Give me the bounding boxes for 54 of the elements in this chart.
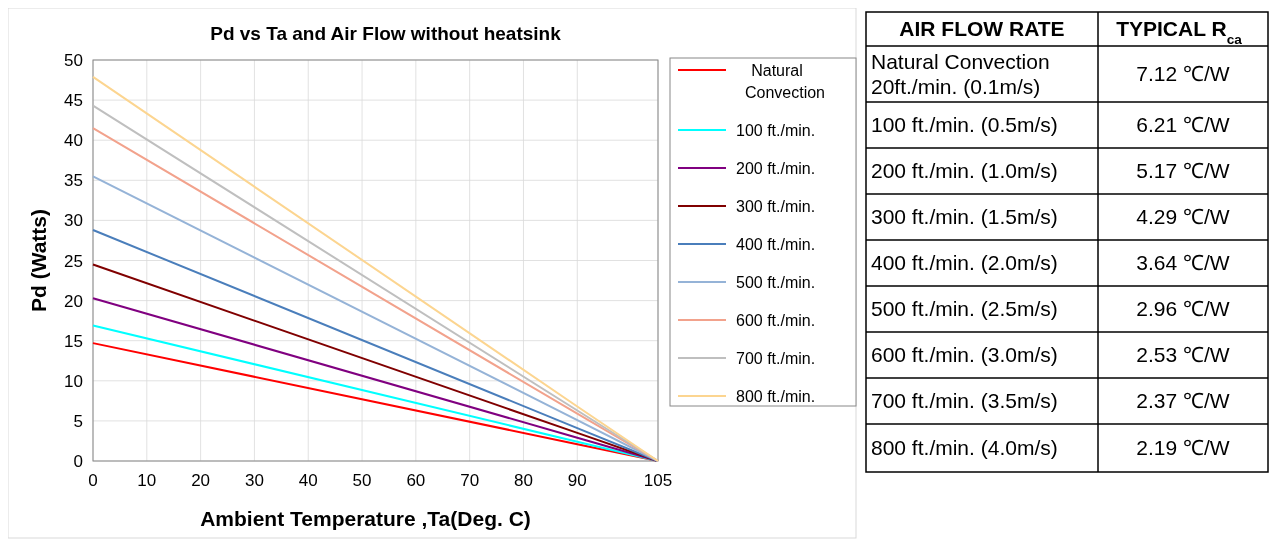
- legend-label: 500 ft./min.: [736, 274, 816, 291]
- y-tick-label: 50: [64, 51, 83, 70]
- y-tick-label: 30: [64, 211, 83, 231]
- y-tick-label: 5: [73, 411, 83, 431]
- text: 4.29 ℃/W: [1136, 205, 1230, 228]
- y-tick-label: 35: [64, 171, 83, 191]
- legend-label: 400 ft./min.: [736, 236, 816, 253]
- y-tick-label: 45: [64, 91, 83, 111]
- x-tick-label: 10: [137, 471, 157, 490]
- text: 5.17 ℃/W: [1136, 159, 1230, 182]
- x-tick-label: 105: [643, 471, 673, 490]
- x-tick-label: 50: [352, 471, 372, 490]
- legend-label: 300 ft./min.: [736, 198, 816, 215]
- x-tick-label: 20: [191, 471, 211, 490]
- x-tick-label: 80: [514, 471, 533, 490]
- legend-label: 200 ft./min.: [736, 160, 816, 177]
- text: 2.19 ℃/W: [1136, 436, 1230, 459]
- x-tick-label: 60: [406, 471, 426, 490]
- x-axis-title: Ambient Temperature ,Ta(Deg. C): [200, 507, 531, 530]
- category-label: 500 ft./min. (2.5m/s): [871, 297, 1058, 320]
- category-label: 600 ft./min. (3.0m/s): [871, 343, 1058, 366]
- x-tick-label: 40: [298, 471, 318, 490]
- text: 7.12 ℃/W: [1136, 62, 1230, 85]
- category-label: Natural Convection 20ft./min. (0.1m/s): [871, 50, 1050, 98]
- category-label: 200 ft./min. (1.0m/s): [871, 159, 1058, 182]
- y-axis-title: Pd (Watts): [27, 208, 50, 313]
- legend-label: 600 ft./min.: [736, 312, 816, 329]
- category-label: 400 ft./min. (2.0m/s): [871, 251, 1058, 274]
- legend-label: 100 ft./min.: [736, 122, 816, 139]
- x-tick-label: 0: [88, 471, 98, 490]
- y-tick-label: 25: [64, 251, 83, 271]
- y-tick-label: 20: [64, 291, 83, 311]
- y-tick-label: 0: [73, 452, 83, 471]
- x-tick-label: 90: [567, 471, 587, 490]
- category-label: 700 ft./min. (3.5m/s): [871, 389, 1058, 412]
- text: 2.53 ℃/W: [1136, 343, 1230, 366]
- category-label: 300 ft./min. (1.5m/s): [871, 205, 1058, 228]
- x-tick-label: 70: [460, 471, 480, 490]
- legend-label: 800 ft./min.: [736, 388, 816, 405]
- y-tick-label: 15: [64, 331, 83, 351]
- y-tick-label: 10: [64, 371, 83, 391]
- legend-label: 700 ft./min.: [736, 350, 816, 367]
- category-label: AIR FLOW RATE: [899, 17, 1065, 40]
- x-tick-label: 30: [244, 471, 264, 490]
- category-label: 100 ft./min. (0.5m/s): [871, 113, 1058, 136]
- category-label: TYPICAL R$_{ca}$: [1116, 17, 1243, 47]
- y-tick-label: 40: [64, 131, 83, 151]
- text: 2.37 ℃/W: [1136, 389, 1230, 412]
- legend-label: Natural Convection: [744, 62, 826, 101]
- text: 3.64 ℃/W: [1136, 251, 1230, 274]
- text: 2.96 ℃/W: [1136, 297, 1230, 320]
- category-label: 800 ft./min. (4.0m/s): [871, 436, 1058, 459]
- text: 6.21 ℃/W: [1136, 113, 1230, 136]
- chart-title: Pd vs Ta and Air Flow without heatsink: [210, 23, 562, 44]
